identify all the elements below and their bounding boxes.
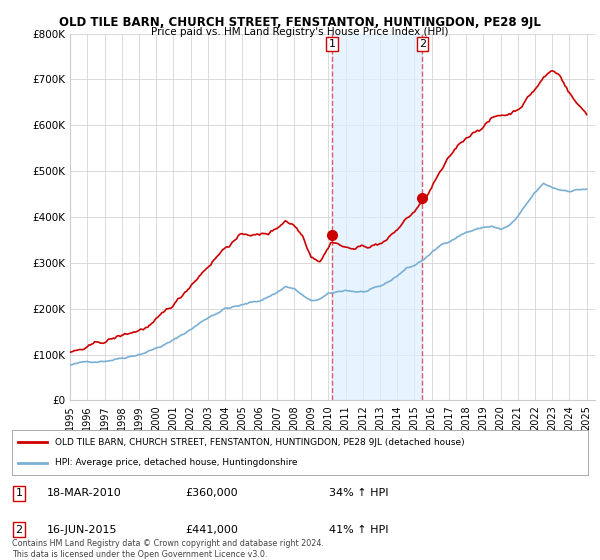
Text: OLD TILE BARN, CHURCH STREET, FENSTANTON, HUNTINGDON, PE28 9JL: OLD TILE BARN, CHURCH STREET, FENSTANTON… [59,16,541,29]
Bar [332,34,422,400]
Text: Contains HM Land Registry data © Crown copyright and database right 2024.
This d: Contains HM Land Registry data © Crown c… [12,539,324,559]
Text: 1: 1 [16,488,22,498]
Text: 1: 1 [329,39,335,49]
Text: Price paid vs. HM Land Registry's House Price Index (HPI): Price paid vs. HM Land Registry's House … [151,27,449,37]
Text: 2: 2 [419,39,426,49]
Text: 16-JUN-2015: 16-JUN-2015 [47,525,117,535]
Text: 2: 2 [16,525,22,535]
Text: OLD TILE BARN, CHURCH STREET, FENSTANTON, HUNTINGDON, PE28 9JL (detached house): OLD TILE BARN, CHURCH STREET, FENSTANTON… [55,438,465,447]
Text: £360,000: £360,000 [185,488,238,498]
Text: 41% ↑ HPI: 41% ↑ HPI [329,525,388,535]
Text: HPI: Average price, detached house, Huntingdonshire: HPI: Average price, detached house, Hunt… [55,458,298,468]
Text: 34% ↑ HPI: 34% ↑ HPI [329,488,388,498]
Text: £441,000: £441,000 [185,525,238,535]
Text: 18-MAR-2010: 18-MAR-2010 [47,488,121,498]
